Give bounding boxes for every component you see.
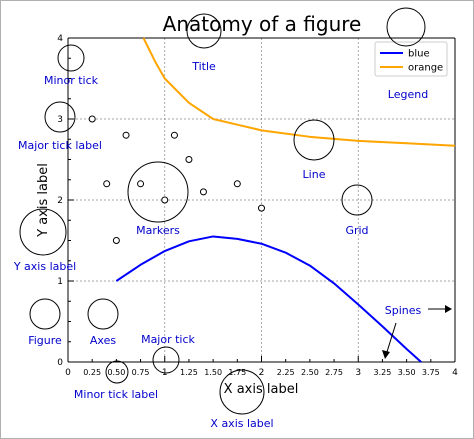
- annotation-ring: [341, 184, 373, 216]
- annotation-label: Line: [303, 168, 326, 181]
- axis-ticks: 0 1 2 3 4 0.25 0.50 0.75 1.25 1.50 1.75 2.25 2.50 2.7…: [57, 34, 458, 378]
- x-minor-tick-label: 0.50: [107, 368, 125, 377]
- grid-lines: [68, 38, 455, 362]
- annotation-label: Figure: [28, 334, 62, 347]
- x-minor-tick-label: 0.75: [132, 368, 150, 377]
- spines-arrows: [382, 305, 452, 359]
- x-tick-label: 3: [355, 368, 361, 378]
- annotation-label: Y axis label: [13, 260, 76, 273]
- y-axis-label: Y axis label: [36, 163, 51, 238]
- annotation-label: Grid: [345, 224, 368, 237]
- annotation-label: Major tick: [141, 333, 195, 346]
- series-line-orange: [142, 37, 456, 147]
- x-minor-tick-label: 2.50: [301, 368, 319, 377]
- legend: blue orange: [374, 41, 448, 77]
- y-tick-label: 2: [57, 196, 63, 206]
- x-minor-tick-label: 1.50: [204, 368, 222, 377]
- marker-point: [122, 131, 130, 139]
- x-minor-tick-label: 2.25: [277, 368, 295, 377]
- annotation-ring: [44, 101, 76, 133]
- chart-title: Anatomy of a figure: [163, 12, 362, 36]
- marker-point: [233, 180, 241, 188]
- arrow-head-down: [382, 350, 390, 359]
- marker-point: [88, 115, 96, 123]
- y-tick-label: 0: [57, 358, 63, 368]
- annotation-label: Axes: [90, 334, 116, 347]
- annotation-ring: [293, 119, 335, 161]
- annotation-ring: [29, 298, 61, 330]
- x-minor-tick-label: 3.50: [398, 368, 416, 377]
- y-tick-label: 4: [57, 34, 63, 44]
- x-axis-label: X axis label: [224, 382, 299, 397]
- annotation-label: Minor tick label: [74, 388, 158, 401]
- marker-point: [103, 180, 111, 188]
- annotation-ring: [105, 360, 129, 384]
- annotation-ring: [19, 208, 67, 256]
- annotation-label: Legend: [388, 88, 428, 101]
- marker-point: [170, 131, 178, 139]
- marker-point: [137, 180, 145, 188]
- annotation-layer: Minor tick Title Legend Major tick label Lin…: [13, 7, 428, 430]
- annotation-ring: [219, 369, 265, 415]
- marker-point: [199, 188, 207, 196]
- series-line-blue: [115, 235, 422, 363]
- x-tick-label: 0: [65, 368, 71, 378]
- marker-point: [185, 156, 193, 163]
- annotation-label: Spines: [385, 304, 422, 317]
- annotation-label: Markers: [136, 224, 180, 237]
- annotation-ring: [87, 298, 119, 330]
- x-minor-tick-label: 0.25: [83, 368, 101, 377]
- arrow-head-right: [445, 305, 452, 313]
- x-tick-label: 4: [452, 368, 458, 378]
- annotation-label: Title: [191, 60, 216, 73]
- marker-point: [258, 204, 265, 212]
- legend-label: blue: [408, 49, 430, 60]
- marker-point: [112, 237, 120, 244]
- series-layer: [88, 37, 456, 363]
- y-tick-label: 1: [57, 277, 63, 287]
- x-minor-tick-label: 3.25: [374, 368, 392, 377]
- x-minor-tick-label: 2.75: [325, 368, 343, 377]
- annotation-label: Minor tick: [44, 74, 99, 87]
- annotation-label: Major tick label: [18, 139, 102, 152]
- arrow-to-bottom-spine: [385, 322, 397, 356]
- annotation-ring: [152, 346, 180, 374]
- annotation-ring: [127, 161, 189, 223]
- x-minor-tick-label: 1.75: [228, 368, 246, 377]
- legend-label: orange: [408, 63, 443, 74]
- x-minor-tick-label: 1.25: [180, 368, 198, 377]
- annotation-ring: [386, 7, 426, 47]
- annotation-ring: [57, 44, 85, 72]
- annotation-ring: [186, 13, 222, 49]
- y-tick-label: 3: [57, 115, 63, 125]
- marker-point: [161, 196, 169, 204]
- x-tick-label: 2: [259, 368, 265, 378]
- annotation-label: X axis label: [210, 417, 273, 430]
- x-minor-tick-label: 3.75: [422, 368, 440, 377]
